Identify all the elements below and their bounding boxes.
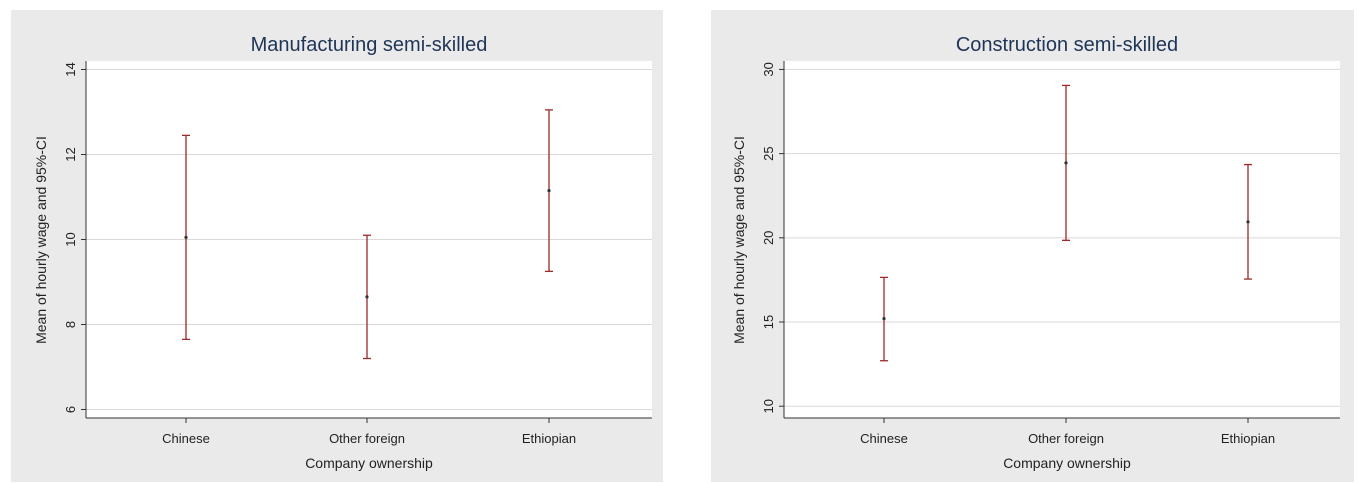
mean-point bbox=[547, 189, 551, 193]
mean-point bbox=[1064, 161, 1068, 165]
y-tick-label: 15 bbox=[761, 315, 776, 329]
y-axis-label: Mean of hourly wage and 95%-CI bbox=[33, 136, 49, 344]
plot-area bbox=[784, 61, 1340, 418]
y-tick-label: 6 bbox=[63, 406, 78, 413]
chart-panel-manufacturing: 6 8 10 12 14 Chinese Other foreign Ethiopian M… bbox=[11, 10, 663, 482]
y-tick-label: 12 bbox=[63, 147, 78, 161]
x-tick-label: Chinese bbox=[860, 431, 908, 446]
x-tick-label: Ethiopian bbox=[522, 431, 576, 446]
x-tick-label: Other foreign bbox=[329, 431, 405, 446]
x-tick-label: Ethiopian bbox=[1221, 431, 1275, 446]
chart-construction: 10 15 20 25 30 Chinese Other foreign Ethiopian… bbox=[731, 34, 1340, 471]
y-tick-label: 30 bbox=[761, 62, 776, 76]
x-axis-label: Company ownership bbox=[1003, 455, 1131, 471]
y-tick-label: 10 bbox=[761, 399, 776, 413]
chart-panel-construction: 10 15 20 25 30 Chinese Other foreign Ethiopian… bbox=[711, 10, 1354, 482]
mean-point bbox=[184, 235, 188, 239]
chart-title: Construction semi-skilled bbox=[956, 34, 1178, 56]
chart-title: Manufacturing semi-skilled bbox=[251, 34, 488, 56]
x-tick-label: Chinese bbox=[162, 431, 210, 446]
mean-point bbox=[882, 317, 886, 321]
y-tick-label: 14 bbox=[63, 62, 78, 76]
mean-point bbox=[365, 295, 369, 299]
mean-point bbox=[1246, 220, 1250, 224]
chart-manufacturing: 6 8 10 12 14 Chinese Other foreign Ethiopian M… bbox=[33, 34, 652, 471]
y-axis-label: Mean of hourly wage and 95%-CI bbox=[731, 136, 747, 344]
y-tick-label: 20 bbox=[761, 231, 776, 245]
x-axis-label: Company ownership bbox=[305, 455, 433, 471]
y-tick-label: 25 bbox=[761, 146, 776, 160]
y-tick-label: 10 bbox=[63, 232, 78, 246]
y-tick-label: 8 bbox=[63, 321, 78, 328]
x-tick-label: Other foreign bbox=[1028, 431, 1104, 446]
